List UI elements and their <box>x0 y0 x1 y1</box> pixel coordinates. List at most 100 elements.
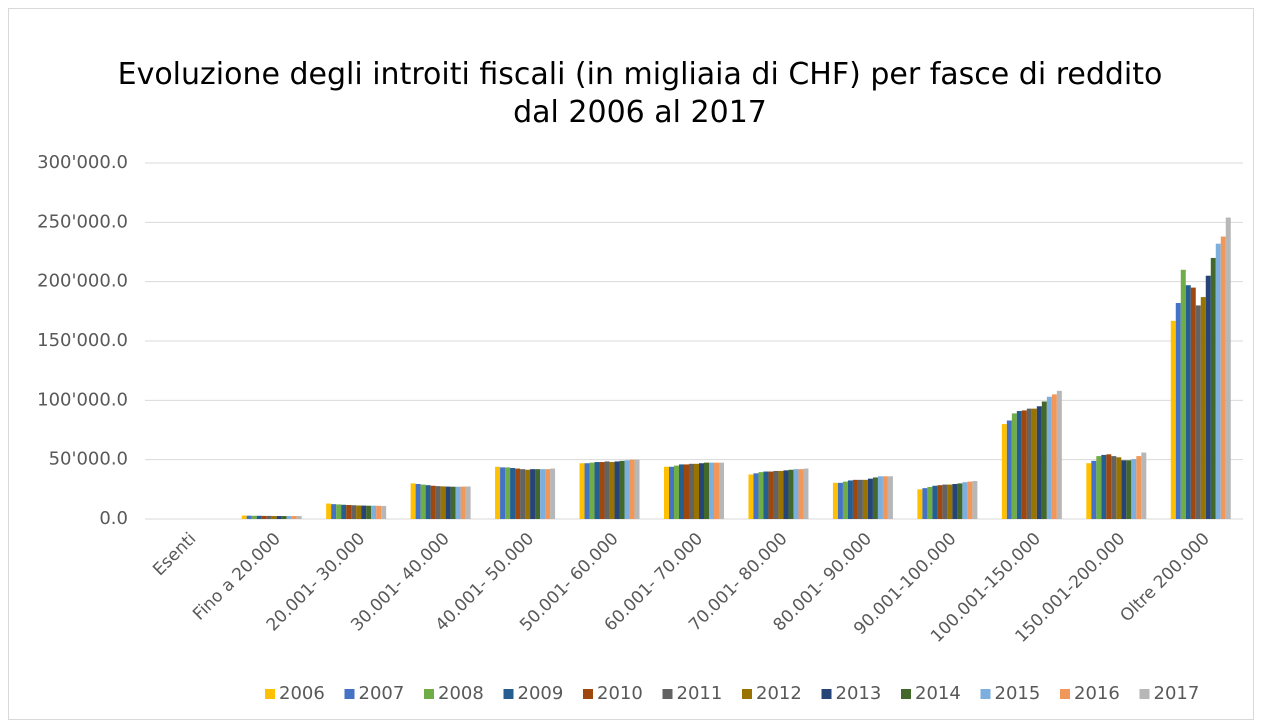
chart-title: Evoluzione degli introiti fiscali (in mi… <box>118 57 1163 130</box>
bar <box>837 482 843 519</box>
bar <box>351 505 357 519</box>
bar <box>763 471 769 519</box>
legend-swatch <box>265 689 275 699</box>
bar <box>768 471 774 519</box>
bar <box>1031 408 1037 519</box>
bar <box>778 470 784 519</box>
bar <box>704 462 709 519</box>
legend-swatch <box>662 689 673 699</box>
bar <box>540 469 546 519</box>
bar <box>872 477 878 519</box>
bar <box>629 459 635 519</box>
bar <box>922 488 928 519</box>
bar <box>1116 457 1122 519</box>
legend-label: 2015 <box>995 683 1041 704</box>
y-tick-label: 150'000.0 <box>37 330 128 351</box>
bar <box>415 483 421 519</box>
legend-label: 2008 <box>438 683 484 704</box>
bar <box>887 476 893 519</box>
legend-label: 2010 <box>597 683 643 704</box>
bar <box>276 516 282 519</box>
legend-label: 2007 <box>359 683 405 704</box>
bar <box>520 469 526 519</box>
bar <box>366 505 372 519</box>
bar <box>440 486 446 519</box>
bar <box>460 486 466 519</box>
bar <box>1026 408 1032 519</box>
bar <box>1195 305 1201 519</box>
bar <box>917 489 923 519</box>
bar <box>1200 297 1206 519</box>
bar <box>1046 396 1052 519</box>
bar <box>331 504 337 519</box>
bar <box>589 462 595 519</box>
bar <box>679 464 684 519</box>
bar <box>1006 420 1012 519</box>
bar <box>1021 410 1027 519</box>
legend-label: 2016 <box>1074 683 1120 704</box>
bar <box>550 468 556 519</box>
bar <box>664 466 669 519</box>
bar <box>271 516 277 519</box>
bar <box>281 516 287 519</box>
legend-label: 2014 <box>915 683 961 704</box>
bar <box>455 486 461 519</box>
bar <box>525 469 531 519</box>
bar <box>689 463 694 519</box>
bar <box>326 503 332 519</box>
bar <box>847 480 853 519</box>
bar <box>753 473 759 519</box>
bar <box>947 484 953 519</box>
bar <box>341 504 347 519</box>
bar <box>261 515 267 519</box>
bar <box>803 468 809 519</box>
bar <box>758 472 764 519</box>
bar <box>346 504 352 519</box>
bar <box>798 469 804 519</box>
bar <box>1170 320 1176 519</box>
bar <box>1220 236 1226 519</box>
bar <box>972 481 978 519</box>
legend-swatch <box>1139 689 1150 699</box>
bar <box>1175 303 1181 519</box>
bar <box>1141 452 1147 519</box>
bar <box>1096 456 1102 519</box>
bar <box>291 516 297 519</box>
legend-swatch <box>1060 689 1070 699</box>
y-tick-label: 100'000.0 <box>37 389 128 410</box>
bar <box>251 515 257 519</box>
legend-swatch <box>583 689 593 699</box>
bar <box>430 485 436 519</box>
bar <box>793 469 799 519</box>
bar <box>877 476 883 519</box>
bar <box>1101 454 1107 519</box>
bar <box>510 467 516 519</box>
bar <box>435 486 441 519</box>
bar <box>609 462 615 519</box>
bar <box>599 462 605 519</box>
bar <box>1111 456 1117 519</box>
bar <box>545 469 551 519</box>
bar <box>699 463 704 519</box>
bar <box>381 505 387 519</box>
bar <box>614 461 620 519</box>
legend-label: 2012 <box>756 683 802 704</box>
bar <box>376 505 382 519</box>
bar <box>1016 411 1022 519</box>
legend-label: 2013 <box>836 683 882 704</box>
bar <box>937 485 943 519</box>
bar <box>619 460 625 519</box>
bar <box>694 463 699 519</box>
bar <box>842 481 848 519</box>
bar <box>867 478 873 519</box>
bar <box>967 481 973 519</box>
bar <box>882 476 888 519</box>
legend-swatch <box>901 689 911 699</box>
bar <box>246 515 252 519</box>
bar <box>1225 217 1231 519</box>
bar <box>783 470 789 519</box>
bar <box>450 486 456 519</box>
bar <box>1126 460 1132 519</box>
